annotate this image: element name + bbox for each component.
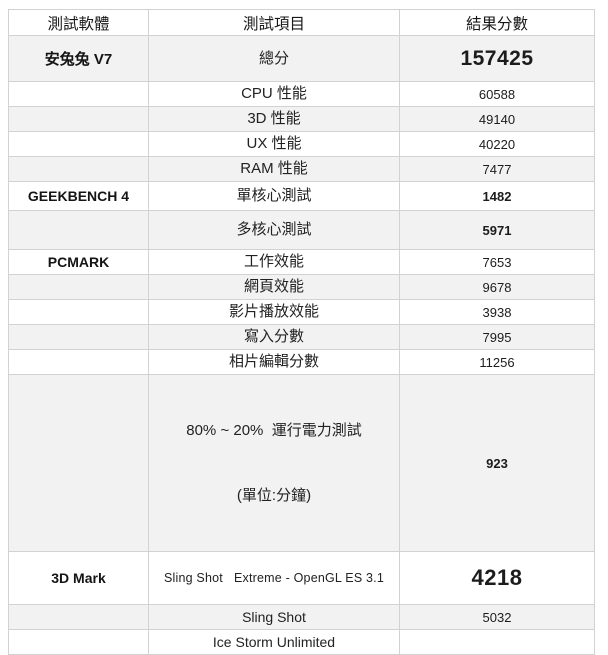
cell-item: 3D 性能 [148,106,400,132]
cell-software [8,299,149,325]
cell-software [8,106,149,132]
cell-item: CPU 性能 [148,81,400,107]
cell-software [8,374,149,552]
cell-score: 923 [399,374,595,552]
cell-item: 總分 [148,35,400,82]
cell-software [8,274,149,300]
table-row-cpu: CPU 性能 60588 [8,81,595,107]
cell-item: Sling Shot Extreme - OpenGL ES 3.1 [148,551,400,605]
table-row-icestorm: Ice Storm Unlimited [8,629,595,655]
cell-software [8,131,149,157]
table-row-battery: 80% ~ 20% 運行電力測試 (單位:分鐘) 923 [8,374,595,552]
cell-score: 5971 [399,210,595,250]
cell-item: RAM 性能 [148,156,400,182]
table-row-writing: 寫入分數 7995 [8,324,595,350]
cell-item: 網頁效能 [148,274,400,300]
table-row-web: 網頁效能 9678 [8,274,595,300]
cell-item: 多核心測試 [148,210,400,250]
table-row-slingshot-extreme: 3D Mark Sling Shot Extreme - OpenGL ES 3… [8,551,595,605]
cell-software [8,81,149,107]
cell-software [8,210,149,250]
table-row-geekbench-single: GEEKBENCH 4 單核心測試 1482 [8,181,595,211]
cell-software [8,349,149,375]
cell-software: PCMARK [8,249,149,275]
cell-software [8,156,149,182]
table-row-geekbench-multi: 多核心測試 5971 [8,210,595,250]
cell-item: UX 性能 [148,131,400,157]
cell-software: 3D Mark [8,551,149,605]
table-row-ux: UX 性能 40220 [8,131,595,157]
cell-score: 7653 [399,249,595,275]
cell-software: GEEKBENCH 4 [8,181,149,211]
cell-item: Ice Storm Unlimited [148,629,400,655]
cell-item: 寫入分數 [148,324,400,350]
table-row-antutu-total: 安兔兔 V7 總分 157425 [8,35,595,82]
battery-test-line1: 80% ~ 20% 運行電力測試 [186,421,362,439]
cell-score: 4218 [399,551,595,605]
cell-software [8,604,149,630]
col-header-score: 結果分數 [399,9,595,36]
table-header-row: 測試軟體 測試項目 結果分數 [8,9,595,36]
cell-score: 7995 [399,324,595,350]
table-row-3d: 3D 性能 49140 [8,106,595,132]
cell-item: Sling Shot [148,604,400,630]
benchmark-results-table: 測試軟體 測試項目 結果分數 安兔兔 V7 總分 157425 CPU 性能 6… [8,9,595,655]
cell-score: 11256 [399,349,595,375]
battery-test-line2: (單位:分鐘) [236,486,312,504]
cell-item: 單核心測試 [148,181,400,211]
cell-score: 157425 [399,35,595,82]
cell-item: 影片播放效能 [148,299,400,325]
table-row-ram: RAM 性能 7477 [8,156,595,182]
cell-score: 3938 [399,299,595,325]
cell-score: 60588 [399,81,595,107]
col-header-item: 測試項目 [148,9,400,36]
cell-score: 5032 [399,604,595,630]
cell-score: 40220 [399,131,595,157]
cell-score: 1482 [399,181,595,211]
table-row-video: 影片播放效能 3938 [8,299,595,325]
cell-score: 49140 [399,106,595,132]
table-row-photo-editing: 相片編輯分數 11256 [8,349,595,375]
cell-score: 7477 [399,156,595,182]
cell-item: 80% ~ 20% 運行電力測試 (單位:分鐘) [148,374,400,552]
cell-software: 安兔兔 V7 [8,35,149,82]
cell-item: 相片編輯分數 [148,349,400,375]
cell-software [8,629,149,655]
cell-item: 工作效能 [148,249,400,275]
table-row-pcmark-work: PCMARK 工作效能 7653 [8,249,595,275]
cell-software [8,324,149,350]
cell-score [399,629,595,655]
cell-score: 9678 [399,274,595,300]
col-header-software: 測試軟體 [8,9,149,36]
table-row-slingshot: Sling Shot 5032 [8,604,595,630]
